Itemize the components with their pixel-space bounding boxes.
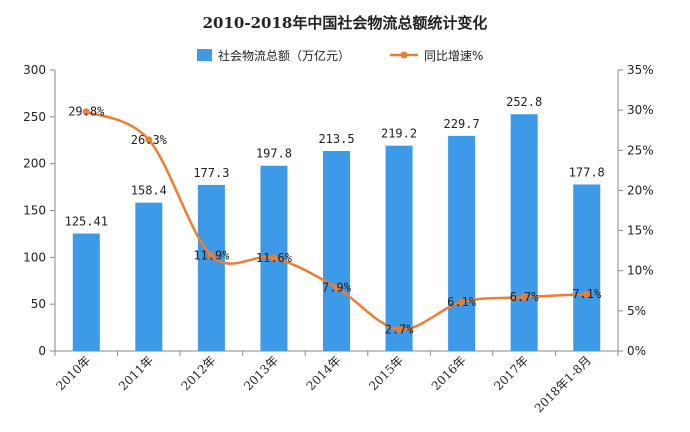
data-labels: 125.41 158.4 177.3 197.8 213.5 219.2 229.7 252.… [65, 95, 605, 336]
line-value-label: 6.7% [510, 290, 540, 304]
y-right-tick-label: 5% [627, 304, 646, 318]
y-right-tick-label: 0% [627, 344, 646, 358]
x-tick-label: 2014年 [304, 353, 344, 393]
line-point [458, 298, 466, 306]
y-left-tick-label: 150 [23, 204, 46, 218]
line-value-label: 11.9% [193, 248, 230, 262]
y-right-tick-label: 20% [627, 183, 654, 197]
bar [323, 151, 350, 351]
line-point [583, 290, 591, 298]
bar [510, 114, 538, 351]
x-tick-label: 2016年 [429, 353, 469, 393]
line-point [333, 284, 340, 292]
x-tick-label: 2010年 [53, 353, 93, 393]
x-tick-label: 2015年 [366, 353, 406, 393]
y-left-tick-label: 300 [23, 63, 46, 77]
legend-line-label: 同比增速% [424, 49, 483, 63]
legend: 社会物流总额（万亿元） 同比增速% [197, 48, 483, 63]
line-point [270, 254, 278, 262]
y-left-tick-label: 200 [23, 157, 46, 171]
y-left-tick-label: 100 [23, 250, 46, 264]
y-right-tick-label: 10% [627, 264, 654, 278]
bar [135, 202, 163, 351]
line-point [520, 293, 528, 301]
y-right-tick-label: 30% [627, 103, 654, 117]
bar-value-label: 177.8 [569, 165, 605, 179]
line-series [82, 108, 591, 333]
legend-line-marker [400, 51, 408, 59]
line-point [395, 325, 403, 333]
line-point [145, 136, 153, 144]
line-value-label: 7.9% [322, 281, 352, 295]
line-point [207, 251, 215, 259]
y-left-tick-label: 250 [23, 110, 46, 124]
line-path [85, 110, 587, 331]
bar [385, 145, 413, 351]
line-value-label: 6.1% [447, 295, 477, 309]
y-left-tick-label: 0 [38, 344, 46, 358]
line-point [82, 108, 90, 116]
x-tick-label: 2017年 [491, 353, 531, 393]
y-right-tick-label: 35% [627, 63, 654, 77]
bar [448, 135, 476, 351]
x-tick-label: 2012年 [179, 353, 219, 393]
x-tick-label: 2013年 [241, 353, 281, 393]
y-left-tick-label: 50 [31, 297, 46, 311]
legend-bar-swatch [197, 49, 212, 61]
x-tick-label: 2011年 [116, 353, 156, 393]
bar-value-label: 158.4 [131, 184, 167, 198]
bar [72, 233, 100, 351]
bar-value-label: 213.5 [318, 132, 354, 146]
y-right-tick-label: 15% [627, 224, 654, 238]
bar-value-label: 125.41 [65, 215, 108, 229]
chart-title: 2010-2018年中国社会物流总额统计变化 [203, 14, 488, 32]
x-tick-label: 2018年1-8月 [532, 353, 594, 415]
y-right-tick-label: 25% [627, 143, 654, 157]
line-value-label: 29.8% [68, 105, 105, 119]
bar [573, 184, 601, 351]
legend-bar-label: 社会物流总额（万亿元） [218, 48, 350, 63]
line-value-label: 26.3% [131, 133, 168, 147]
bar-value-label: 177.3 [193, 166, 229, 180]
line-value-label: 11.6% [256, 251, 293, 265]
bar-value-label: 252.8 [506, 95, 542, 109]
bar [197, 184, 225, 351]
bar-series [72, 114, 601, 351]
bar-value-label: 197.8 [256, 147, 292, 161]
bar-value-label: 229.7 [444, 117, 480, 131]
line-value-label: 2.7% [385, 322, 415, 336]
bar-value-label: 219.2 [381, 127, 417, 141]
line-value-label: 7.1% [572, 287, 602, 301]
